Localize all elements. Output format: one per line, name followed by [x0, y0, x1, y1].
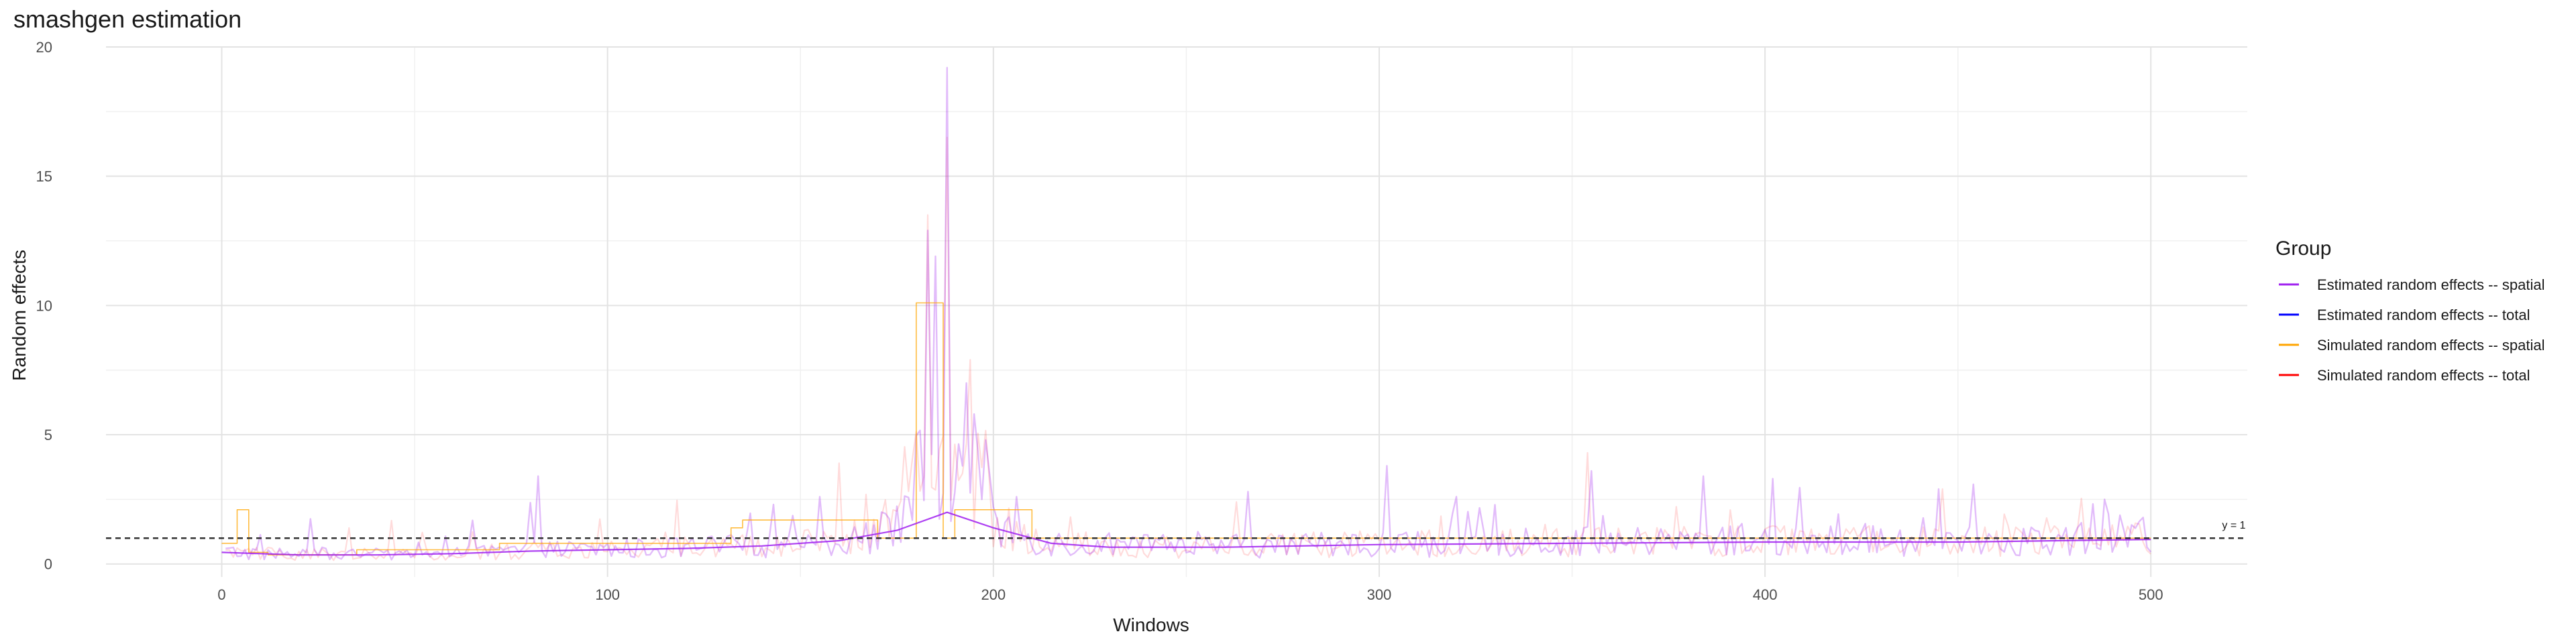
y-axis-ticks: 0 5 10 15 20	[36, 39, 52, 573]
chart-title: smashgen estimation	[13, 5, 241, 33]
x-axis-ticks: 0 100 200 300 400 500	[217, 586, 2163, 603]
x-tick-label: 0	[217, 586, 225, 603]
x-tick-label: 100	[595, 586, 620, 603]
x-tick-label: 300	[1367, 586, 1392, 603]
y-axis-label: Random effects	[9, 250, 30, 381]
y-tick-label: 10	[36, 297, 52, 314]
legend-entry-label: Estimated random effects -- spatial	[2317, 276, 2545, 293]
x-tick-label: 500	[2139, 586, 2163, 603]
series-line	[225, 66, 2152, 561]
reference-line-label: y = 1	[2222, 520, 2245, 531]
legend: Group Estimated random effects -- spatia…	[2275, 237, 2545, 384]
x-axis-label: Windows	[1113, 614, 1189, 635]
legend-entry-label: Estimated random effects -- total	[2317, 307, 2530, 323]
y-tick-label: 15	[36, 168, 52, 185]
x-tick-label: 400	[1753, 586, 1778, 603]
series-line	[225, 136, 2151, 561]
y-tick-label: 0	[44, 556, 52, 573]
x-tick-label: 200	[981, 586, 1006, 603]
series-line	[221, 511, 2151, 556]
plot-area: y = 1	[106, 66, 2247, 561]
legend-entry-label: Simulated random effects -- total	[2317, 367, 2530, 384]
y-tick-label: 5	[44, 427, 52, 443]
legend-entry-label: Simulated random effects -- spatial	[2317, 337, 2545, 354]
grid	[106, 46, 2247, 577]
legend-title: Group	[2275, 237, 2331, 260]
y-tick-label: 20	[36, 39, 52, 56]
